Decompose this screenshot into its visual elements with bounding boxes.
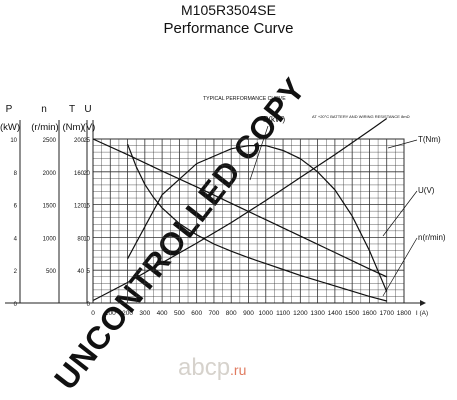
y-tick-label: 120 <box>74 204 85 210</box>
y-tick-label: 40 <box>77 269 84 275</box>
y-tick-label: 4 <box>14 236 18 242</box>
y-tick-label: 6 <box>14 204 18 210</box>
y-axis-unit-3: (V) <box>83 122 96 133</box>
x-axis-arrow <box>420 300 426 306</box>
y-tick-label: 25 <box>83 138 90 144</box>
x-tick-label: 1400 <box>328 310 343 317</box>
x-tick-label: 0 <box>91 310 95 317</box>
y-tick-label: 2500 <box>43 138 57 144</box>
y-tick-label: 0 <box>87 302 91 308</box>
x-tick-label: 200 <box>122 310 133 317</box>
x-tick-label: 1100 <box>276 310 290 317</box>
y-axis-name-1: n <box>41 104 47 115</box>
series-leader <box>382 237 418 297</box>
watermark-brand-suffix: .ru <box>230 362 247 378</box>
watermark-brand-name: abcp <box>178 354 231 381</box>
y-tick-label: 15 <box>83 204 90 210</box>
watermark-brand: abcp.ru <box>178 354 246 382</box>
x-tick-label: 1600 <box>362 310 377 317</box>
series-leader <box>387 139 418 149</box>
series-label: T(Nm) <box>418 135 441 144</box>
x-tick-label: 700 <box>209 310 220 317</box>
x-tick-label: 900 <box>243 310 254 317</box>
series-leader <box>249 125 269 181</box>
y-tick-label: 20 <box>83 171 90 177</box>
x-tick-label: 1300 <box>310 310 325 317</box>
x-tick-label: 300 <box>139 310 150 317</box>
x-tick-label: 600 <box>191 310 202 317</box>
series-label: n(r/min) <box>418 233 446 242</box>
x-tick-label: 1700 <box>379 310 394 317</box>
x-tick-label: 100 <box>105 310 116 317</box>
y-axis-name-3: U <box>84 104 91 115</box>
x-tick-label: 1000 <box>259 310 274 317</box>
y-tick-label: 10 <box>83 236 90 242</box>
y-tick-label: 0 <box>14 302 18 308</box>
y-tick-label: 500 <box>46 269 57 275</box>
y-tick-label: 1000 <box>43 236 57 242</box>
y-tick-label: 200 <box>74 138 85 144</box>
y-tick-label: 2000 <box>43 171 57 177</box>
series-line-nrmin <box>127 143 387 302</box>
y-tick-label: 5 <box>87 269 91 275</box>
x-axis-label: I (A) <box>416 310 428 317</box>
chart-note: AT +20°C BATTERY AND WIRING RESISTANCE 8… <box>312 114 410 119</box>
series-leader <box>382 190 418 237</box>
x-tick-label: 1800 <box>397 310 412 317</box>
x-tick-label: 800 <box>226 310 237 317</box>
y-axis-unit-2: (Nm) <box>62 122 83 133</box>
series-line-pkw <box>127 145 388 292</box>
chart-subtitle: Performance Curve <box>163 20 294 37</box>
y-axis-name-2: T <box>69 104 75 115</box>
y-tick-label: 1500 <box>43 204 57 210</box>
y-axis-name-0: P <box>6 104 13 115</box>
y-tick-label: 10 <box>10 138 17 144</box>
chart-title: TYPICAL PERFORMANCE CURVE <box>203 96 286 102</box>
y-tick-label: 2 <box>14 269 18 275</box>
x-tick-label: 1200 <box>293 310 308 317</box>
x-tick-label: 500 <box>174 310 185 317</box>
chart-model-title: M105R3504SE <box>181 2 276 18</box>
series-label: U(V) <box>418 186 435 195</box>
y-tick-label: 160 <box>74 171 85 177</box>
y-axis-unit-1: (r/min) <box>31 122 58 133</box>
x-tick-label: 400 <box>157 310 168 317</box>
x-tick-label: 1500 <box>345 310 360 317</box>
series-line-uv <box>92 138 387 278</box>
y-tick-label: 80 <box>77 236 84 242</box>
y-tick-label: 8 <box>14 171 18 177</box>
y-axis-unit-0: (kW) <box>0 122 20 133</box>
series-label: P(kW) <box>263 115 286 124</box>
